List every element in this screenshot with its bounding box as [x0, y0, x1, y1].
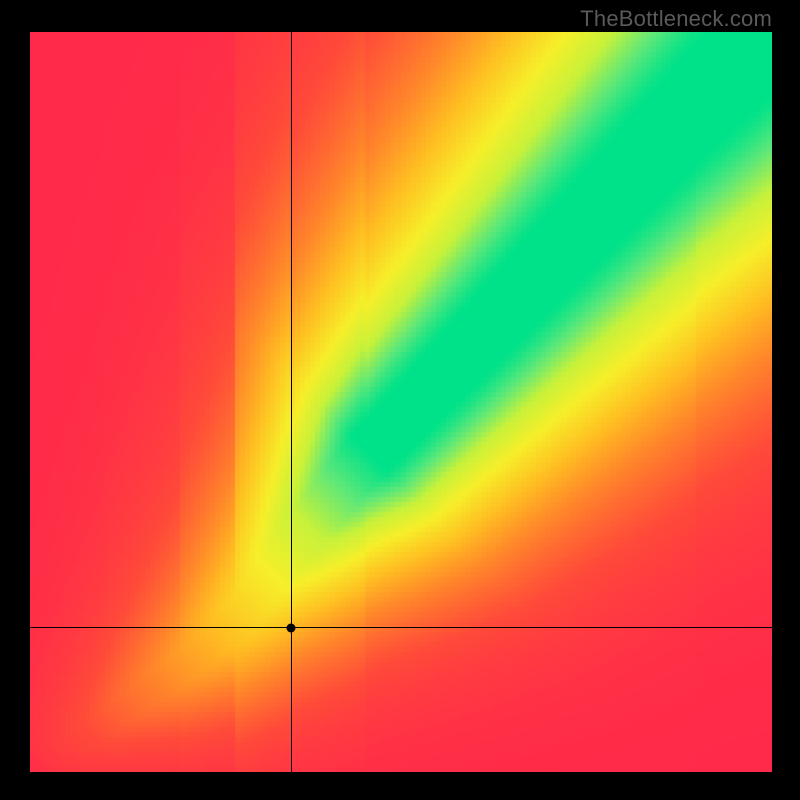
- crosshair-horizontal-line: [30, 627, 772, 628]
- chart-container: TheBottleneck.com: [0, 0, 800, 800]
- crosshair-vertical-line: [291, 32, 292, 772]
- watermark-text: TheBottleneck.com: [580, 6, 772, 32]
- crosshair-marker: [287, 623, 296, 632]
- heatmap-plot: [30, 32, 772, 772]
